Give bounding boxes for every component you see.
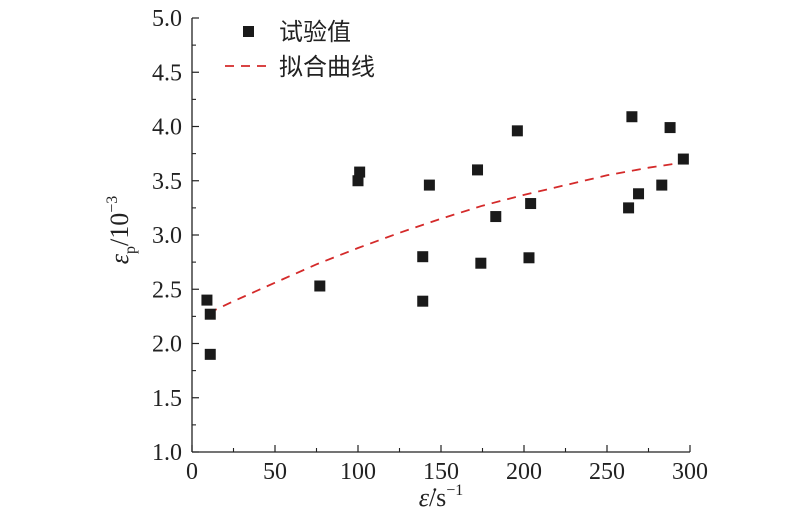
y-axis-ticks: 1.0 1.5 2.0 2.5 3.0 3.5 4.0 4.5 5.0 [152, 6, 199, 466]
y-axis-subscript: p [122, 246, 139, 254]
legend-label-experimental: 试验值 [279, 18, 351, 46]
data-point [475, 257, 487, 269]
y-tick-label: 2.0 [152, 332, 182, 358]
data-point [354, 166, 366, 178]
data-point [417, 251, 429, 263]
data-points-layer [201, 111, 689, 360]
data-point [490, 211, 502, 223]
data-point [664, 122, 676, 134]
data-point [314, 280, 326, 292]
data-point [523, 252, 535, 264]
y-tick-label: 1.0 [152, 440, 182, 466]
x-tick-label: 0 [186, 459, 198, 485]
x-tick-label: 50 [263, 459, 287, 485]
data-point [525, 198, 537, 210]
svg-text:εp/10−3: εp/10−3 [104, 196, 139, 265]
legend: 试验值 拟合曲线 [225, 18, 375, 81]
x-axis-exponent: −1 [446, 482, 463, 499]
x-axis-unit: /s [429, 483, 446, 512]
y-axis-exponent: −3 [104, 196, 121, 213]
data-point [204, 308, 216, 320]
y-tick-label: 3.0 [152, 223, 182, 249]
data-point [677, 153, 689, 165]
legend-marker-experimental [243, 26, 254, 37]
data-point [417, 295, 429, 307]
y-tick-label: 5.0 [152, 6, 182, 32]
y-axis-unit: /10 [105, 213, 134, 246]
x-tick-label: 150 [423, 459, 459, 485]
legend-label-fit: 拟合曲线 [279, 53, 375, 81]
x-tick-label: 100 [340, 459, 376, 485]
x-axis-title: ε̇/s−1 [419, 482, 464, 512]
x-axis-ticks: 0 50 100 150 200 250 300 [186, 445, 708, 485]
data-point [656, 179, 668, 191]
y-tick-label: 1.5 [152, 386, 182, 412]
axes [191, 18, 690, 453]
data-point [626, 111, 638, 123]
fit-curve-layer [208, 161, 686, 314]
data-point [633, 188, 645, 200]
y-tick-label: 2.5 [152, 277, 182, 303]
y-tick-label: 3.5 [152, 169, 182, 195]
y-axis-title: εp/10−3 [104, 196, 139, 265]
data-point [201, 294, 213, 306]
y-tick-label: 4.5 [152, 60, 182, 86]
data-point [623, 202, 635, 214]
data-point [204, 348, 216, 360]
y-tick-label: 4.0 [152, 115, 182, 141]
x-tick-label: 200 [506, 459, 542, 485]
y-axis-symbol: ε [105, 253, 134, 264]
fit-curve [208, 161, 686, 314]
x-tick-label: 250 [589, 459, 625, 485]
data-point [472, 164, 484, 176]
data-point [511, 125, 523, 137]
svg-text:ε̇/s−1: ε̇/s−1 [419, 482, 464, 512]
data-point [352, 175, 364, 187]
data-point [423, 179, 435, 191]
x-tick-label: 300 [672, 459, 708, 485]
